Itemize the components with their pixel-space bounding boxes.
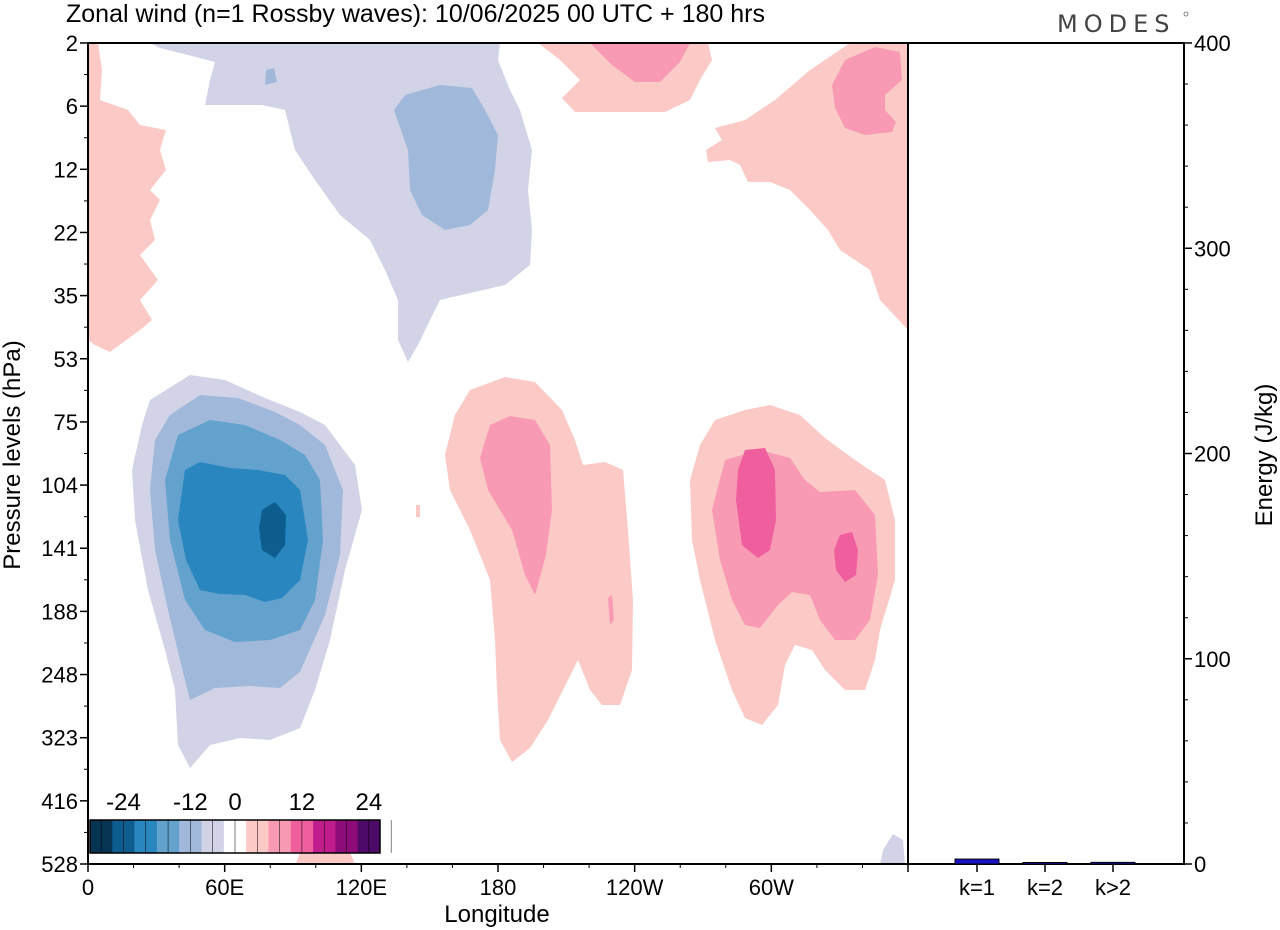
colorbar-label: 24 [355,789,382,816]
x-tick-label: 180 [480,875,517,900]
energy-tick-label: 200 [1194,442,1231,467]
y-tick-label: 53 [54,347,78,372]
y-axis-label: Pressure levels (hPa) [0,340,26,569]
contour-pos-upper-right-core [832,47,902,135]
energy-tick-label: 0 [1194,852,1206,877]
colorbar-label: 12 [289,789,316,816]
y-tick-label: 416 [41,789,78,814]
x-tick-label: 60E [205,875,244,900]
contour-pos-mid-core [480,416,552,595]
contour-pos-upper-left [88,43,166,352]
y-tick-label: 22 [54,220,78,245]
x-tick-label: 0 [82,875,94,900]
contour-pos-upper-mid-core [590,43,690,82]
modes-logo: MODES [1057,10,1175,38]
energy-bar [954,858,1000,865]
energy-tick-label: 400 [1194,31,1231,56]
contour-pos-tiny [416,505,420,517]
x-tick-label: 60W [749,875,794,900]
contour-neg-bottom [880,834,905,864]
y-tick-label: 248 [41,663,78,688]
y-tick-label: 75 [54,410,78,435]
x-axis-label: Longitude [444,901,549,928]
contour-neg-upper-spot [265,68,277,85]
contour-neg-upper-core [394,85,498,230]
colorbar-label: -24 [106,789,141,816]
chart-title: Zonal wind (n=1 Rossby waves): 10/06/202… [66,0,765,28]
energy-category-label: k=1 [959,875,995,900]
energy-category-label: k=2 [1027,875,1063,900]
y-tick-label: 12 [54,157,78,182]
energy-tick-label: 100 [1194,647,1231,672]
x-tick-label: 120E [336,875,387,900]
energy-category-label: k>2 [1095,875,1131,900]
contour-neg-lower-4 [178,462,308,602]
y-tick-label: 2 [66,31,78,56]
energy-bar [1090,861,1136,865]
y-tick-label: 188 [41,599,78,624]
y-tick-label: 323 [41,726,78,751]
y-tick-label: 141 [41,536,78,561]
energy-axis-label: Energy (J/kg) [1251,384,1278,527]
energy-tick-label: 300 [1194,236,1231,261]
contour-pos-bottom [296,852,355,864]
contour-pos-right-core-2 [834,532,858,582]
y-tick-label: 104 [41,473,78,498]
x-tick-label: 120W [606,875,664,900]
energy-panel-frame [907,42,1185,865]
y-tick-label: 35 [54,284,78,309]
energy-bar [1022,862,1068,865]
colorbar-label: -12 [173,789,208,816]
contour-pos-mid-spot [608,595,614,625]
colorbar-label: 0 [228,789,241,816]
y-tick-label: 6 [66,94,78,119]
contour-pos-right-core-1 [736,448,776,558]
contour-field [88,43,908,864]
contour-neg-lower-core [259,502,286,558]
y-tick-label: 528 [41,852,78,877]
logo-mark [1183,11,1189,17]
